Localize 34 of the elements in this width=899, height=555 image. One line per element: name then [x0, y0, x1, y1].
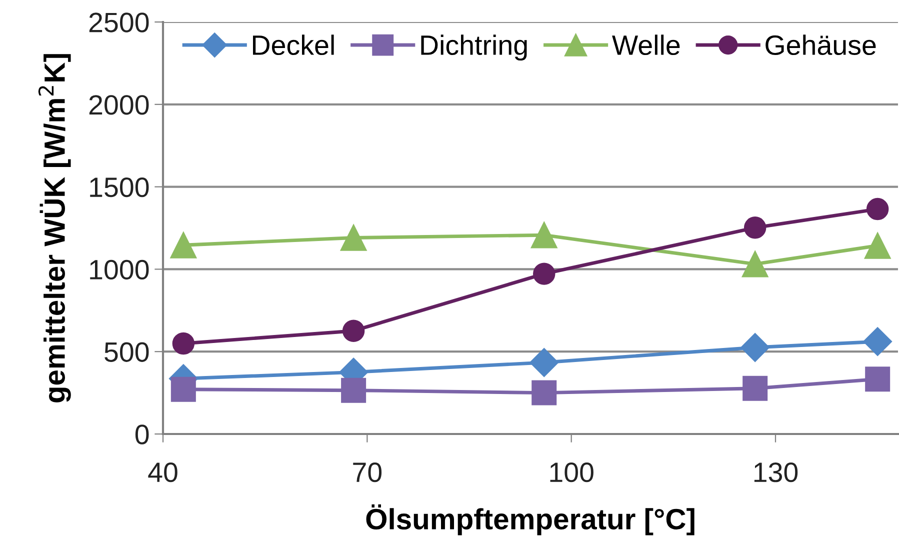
point — [742, 376, 768, 401]
point — [342, 320, 365, 342]
point — [863, 327, 892, 356]
point — [341, 378, 366, 403]
point — [864, 232, 891, 259]
y-tick-label: 1500 — [90, 177, 149, 198]
point — [530, 348, 559, 377]
point — [533, 262, 556, 285]
y-axis-title: gemittelter WÜK [W/m$^{2}$K] — [38, 54, 71, 402]
point — [740, 333, 770, 362]
legend-label: Dichtring — [421, 34, 527, 61]
y-tick-label: 500 — [104, 342, 149, 362]
x-axis-title: Ölsumpftemperatur [°C] — [366, 504, 694, 536]
point — [866, 198, 889, 220]
x-tick-label: 40 — [148, 462, 178, 482]
point — [340, 224, 367, 251]
y-tick-label: 2000 — [89, 95, 149, 115]
legend-label: Welle — [612, 34, 680, 56]
y-tick-label: 2500 — [89, 12, 149, 32]
point — [170, 376, 196, 402]
legend-label: Gehäuse — [766, 34, 876, 56]
x-tick-label: 130 — [754, 462, 798, 482]
point — [742, 250, 768, 278]
point — [865, 366, 890, 392]
legend-label: Deckel — [253, 34, 334, 56]
x-tick-label: 100 — [550, 462, 594, 482]
y-tick-label: 0 — [135, 424, 149, 444]
point — [532, 380, 557, 406]
point — [172, 332, 195, 355]
y-tick-label: 1000 — [90, 260, 149, 280]
point — [530, 222, 558, 248]
point — [170, 232, 197, 258]
x-tick-label: 70 — [353, 462, 382, 482]
point — [744, 216, 766, 239]
